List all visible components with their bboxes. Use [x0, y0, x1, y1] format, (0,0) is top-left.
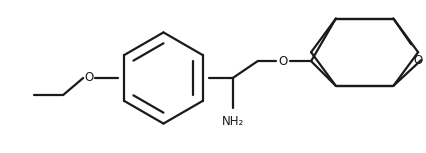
Text: O: O — [84, 71, 94, 84]
Text: NH₂: NH₂ — [222, 115, 244, 128]
Text: O: O — [279, 55, 288, 68]
Text: O: O — [414, 54, 423, 67]
